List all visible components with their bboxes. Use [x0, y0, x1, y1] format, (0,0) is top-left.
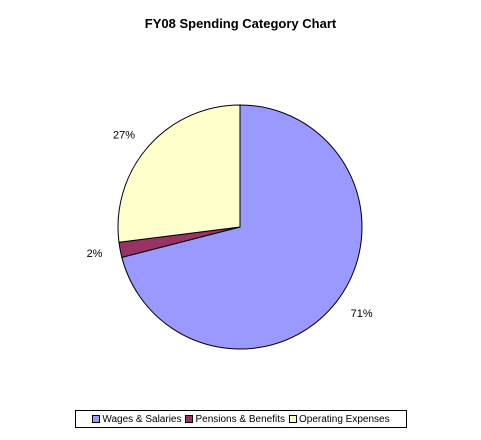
pie-slice-operating: [117, 104, 241, 243]
legend-swatch-operating: [288, 415, 297, 423]
legend-label-operating: Operating Expenses: [298, 413, 390, 425]
legend-swatch-pensions: [185, 415, 194, 423]
chart-title: FY08 Spending Category Chart: [144, 16, 337, 31]
legend-item-pensions: Pensions & Benefits: [185, 414, 285, 425]
legend-item-wages: Wages & Salaries: [92, 414, 181, 425]
pie-slice-wages: [121, 104, 363, 350]
legend-swatch-wages: [92, 415, 101, 423]
legend-label-pensions: Pensions & Benefits: [195, 413, 285, 425]
slice-label-operating: 27%: [113, 129, 135, 141]
legend-item-operating: Operating Expenses: [288, 413, 390, 425]
slice-label-pensions: 2%: [87, 248, 103, 260]
slice-label-wages: 71%: [351, 308, 373, 320]
legend-label-wages: Wages & Salaries: [102, 413, 182, 425]
legend: Wages & Salaries Pensions & Benefits Ope…: [75, 410, 407, 428]
